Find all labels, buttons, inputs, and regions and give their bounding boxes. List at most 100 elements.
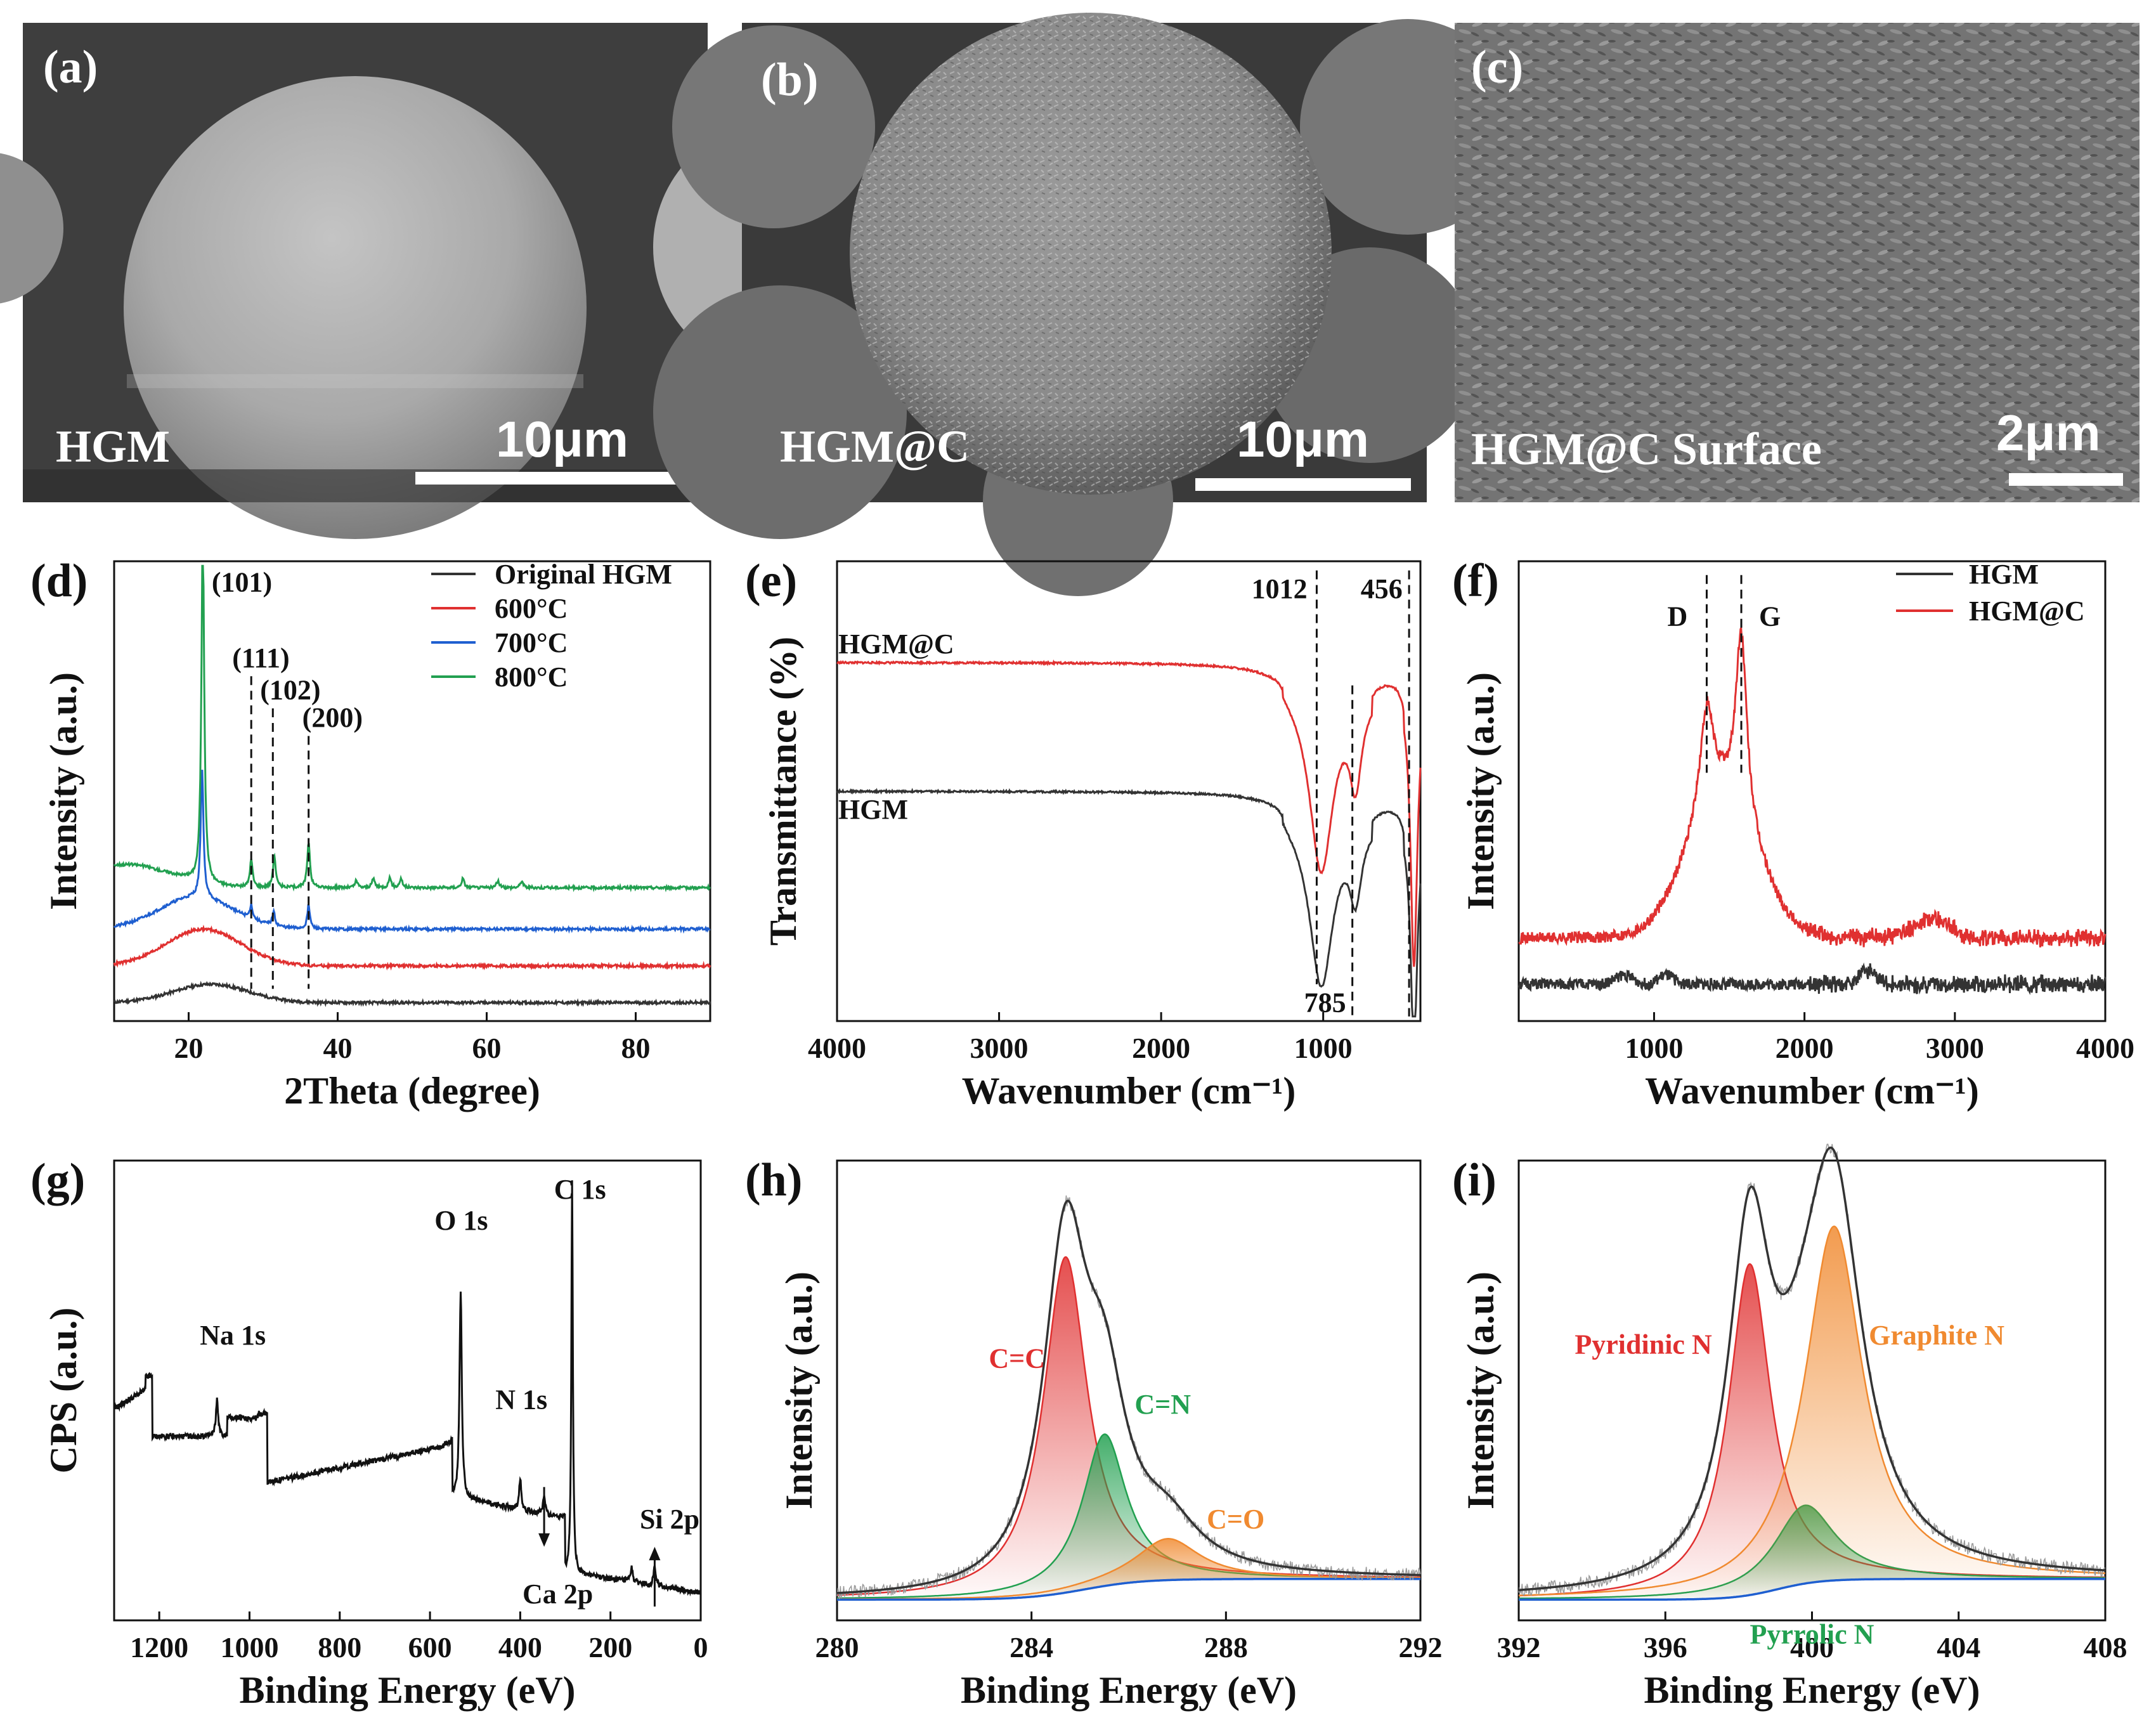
series-label: HGM	[838, 794, 908, 825]
x-tick-label: 20	[174, 1032, 204, 1064]
series-line-700°C	[113, 769, 711, 934]
scale-label-c: 2μm	[1996, 405, 2101, 461]
series-line-HGM@C	[836, 659, 1422, 967]
chart-d-xrd: 20 40 60 80 2Theta (degree) Intensity (a.u.) (…	[42, 559, 711, 1112]
x-axis-label: Wavenumber (cm⁻¹)	[1645, 1070, 1979, 1112]
x-tick-label: 0	[694, 1631, 708, 1663]
legend-entry: 700°C	[495, 627, 568, 658]
x-tick-label: 404	[1937, 1631, 1980, 1663]
peak-annotation: Ca 2p	[523, 1579, 593, 1610]
panel-label-b: (b)	[761, 54, 818, 106]
scale-bar-c	[2009, 473, 2123, 486]
x-tick-label: 408	[2084, 1631, 2127, 1663]
peak-annotation: O 1s	[434, 1205, 488, 1236]
peak-annotation: C 1s	[554, 1174, 606, 1205]
component-label-Pyrrolic N: Pyrrolic N	[1750, 1618, 1874, 1650]
x-tick-label: 4000	[2076, 1032, 2134, 1064]
x-tick-label: 284	[1010, 1631, 1053, 1663]
x-axis-label: 2Theta (degree)	[284, 1070, 540, 1112]
x-axis-label: Binding Energy (eV)	[239, 1669, 575, 1711]
series-line-800°C	[113, 564, 711, 893]
hollow-glass-microsphere	[124, 76, 587, 539]
raw-data-line	[1518, 1143, 2106, 1596]
x-axis-label: Wavenumber (cm⁻¹)	[962, 1070, 1296, 1112]
y-axis-label: Intensity (a.u.)	[42, 672, 84, 910]
chart-h-xps-c1s: 280 284 288 292 Binding Energy (eV) Intensity…	[778, 1159, 1443, 1711]
peak-annotation: (101)	[212, 566, 272, 597]
x-axis-label: Binding Energy (eV)	[961, 1669, 1297, 1711]
x-tick-label: 1000	[1625, 1032, 1683, 1064]
series-label: HGM@C	[838, 628, 954, 660]
peak-annotation: (111)	[232, 642, 289, 674]
chart-e-ftir: 4000 3000 2000 1000 Wavenumber (cm⁻¹) Transmi…	[762, 560, 1422, 1112]
chart-f-raman: 1000 2000 3000 4000 Wavenumber (cm⁻¹) Intensi…	[1460, 559, 2134, 1112]
x-tick-label: 40	[323, 1032, 353, 1064]
x-tick-label: 600	[408, 1631, 452, 1663]
component-line-Graphite N	[1519, 1225, 2106, 1596]
peak-annotation: 785	[1304, 987, 1346, 1019]
x-tick-label: 3000	[1926, 1032, 1984, 1064]
x-tick-label: 400	[1790, 1631, 1834, 1663]
x-tick-label: 288	[1204, 1631, 1248, 1663]
x-tick-label: 3000	[970, 1032, 1029, 1064]
x-tick-label: 1000	[220, 1631, 278, 1663]
component-fill-C=O	[837, 1539, 1420, 1600]
peak-annotation: (102)	[260, 675, 320, 706]
y-axis-label: Intensity (a.u.)	[778, 1272, 820, 1509]
x-tick-label: 292	[1399, 1631, 1443, 1663]
background-line	[1519, 1578, 2105, 1601]
x-tick-label: 800	[318, 1631, 361, 1663]
x-tick-label: 1000	[1294, 1032, 1353, 1064]
x-tick-label: 1200	[130, 1631, 188, 1663]
background-line	[837, 1578, 1420, 1601]
panel-label-f: (f)	[1452, 555, 1499, 607]
legend-entry: HGM@C	[1969, 596, 2085, 627]
envelope-line	[836, 1199, 1421, 1594]
peak-annotation: G	[1759, 601, 1781, 632]
scale-label-a: 10μm	[496, 411, 628, 467]
scale-label-b: 10μm	[1237, 411, 1369, 467]
y-axis-label: Intensity (a.u.)	[1460, 672, 1502, 910]
x-tick-label: 2000	[1776, 1032, 1834, 1064]
series-line-HGM	[836, 788, 1422, 1018]
plot-frame	[1517, 560, 2107, 1022]
y-axis-label: Intensity (a.u.)	[1460, 1272, 1502, 1509]
x-tick-label: 200	[588, 1631, 632, 1663]
panel-label-c: (c)	[1471, 41, 1523, 93]
x-tick-label: 60	[472, 1032, 502, 1064]
plot-frame	[113, 560, 711, 1022]
component-fill-C=N	[837, 1434, 1420, 1600]
scale-bar-a	[415, 472, 682, 485]
series-line-Original HGM	[113, 980, 711, 1007]
legend-entry: 600°C	[495, 593, 568, 624]
legend-entry: 800°C	[495, 661, 568, 693]
peak-annotation: Na 1s	[200, 1320, 266, 1351]
panel-label-g: (g)	[30, 1154, 85, 1206]
component-line-C=O	[837, 1538, 1420, 1600]
x-tick-label: 80	[621, 1032, 651, 1064]
series-line-survey	[114, 1180, 702, 1597]
panel-label-h: (h)	[745, 1154, 802, 1206]
legend-entry: Original HGM	[495, 559, 672, 590]
plot-frame	[836, 560, 1422, 1022]
peak-annotation: N 1s	[495, 1384, 547, 1416]
component-label-C=N: C=N	[1134, 1389, 1191, 1420]
annotation-arrowhead	[649, 1547, 661, 1561]
x-tick-label: 2000	[1132, 1032, 1190, 1064]
component-fill-Graphite N	[1519, 1226, 2105, 1600]
legend-entry: HGM	[1969, 559, 2039, 590]
component-label-C=C: C=C	[989, 1343, 1045, 1374]
envelope-line	[1518, 1146, 2106, 1592]
peak-annotation: 456	[1361, 573, 1403, 604]
annotation-arrowhead	[538, 1533, 550, 1547]
series-line-HGM	[1517, 962, 2107, 996]
x-tick-label: 396	[1644, 1631, 1687, 1663]
component-label-Graphite N: Graphite N	[1869, 1320, 2004, 1351]
series-line-600°C	[113, 924, 711, 971]
peak-annotation: (200)	[302, 702, 363, 733]
plot-frame	[113, 1159, 702, 1622]
sem-label-c: HGM@C Surface	[1471, 424, 1822, 474]
plot-frame	[836, 1159, 1422, 1622]
panel-label-i: (i)	[1452, 1154, 1497, 1206]
panel-label-e: (e)	[745, 555, 797, 607]
